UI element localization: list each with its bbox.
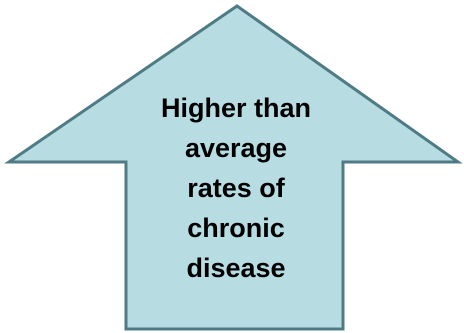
caption-line-4: chronic (187, 213, 285, 243)
caption-line-3: rates of (187, 173, 285, 203)
caption-line-1: Higher than (160, 93, 311, 123)
caption-line-5: disease (186, 253, 286, 283)
up-arrow-outline (4, 4, 463, 331)
caption-line-2: average (184, 133, 288, 163)
arrow-caption: Higher than average rates of chronic dis… (126, 88, 346, 288)
